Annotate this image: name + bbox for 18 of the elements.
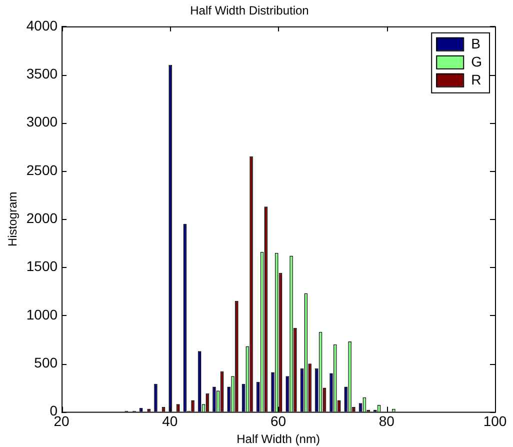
x-tick-label: 40: [162, 413, 178, 430]
x-tick-label: 60: [270, 413, 286, 430]
y-tick-label: 500: [34, 354, 58, 370]
y-axis-title: Histogram: [6, 192, 20, 246]
x-tick-label: 100: [483, 413, 507, 430]
y-tick-label: 2500: [26, 162, 58, 178]
y-tick-label: 4000: [26, 17, 58, 34]
y-tick-label: 1500: [26, 258, 58, 274]
x-axis-title: Half Width (nm): [236, 432, 320, 446]
y-tick-label: 1000: [26, 306, 58, 322]
y-tick-label: 2000: [26, 210, 58, 226]
y-tick-label: 3500: [26, 65, 58, 82]
y-tick-label: 3000: [26, 114, 58, 130]
x-tick-label: 80: [378, 413, 395, 430]
legend-label: G: [471, 53, 482, 70]
chart-title: Half Width Distribution: [190, 4, 309, 18]
legend-label: B: [471, 35, 480, 52]
legend-label: R: [471, 71, 482, 88]
